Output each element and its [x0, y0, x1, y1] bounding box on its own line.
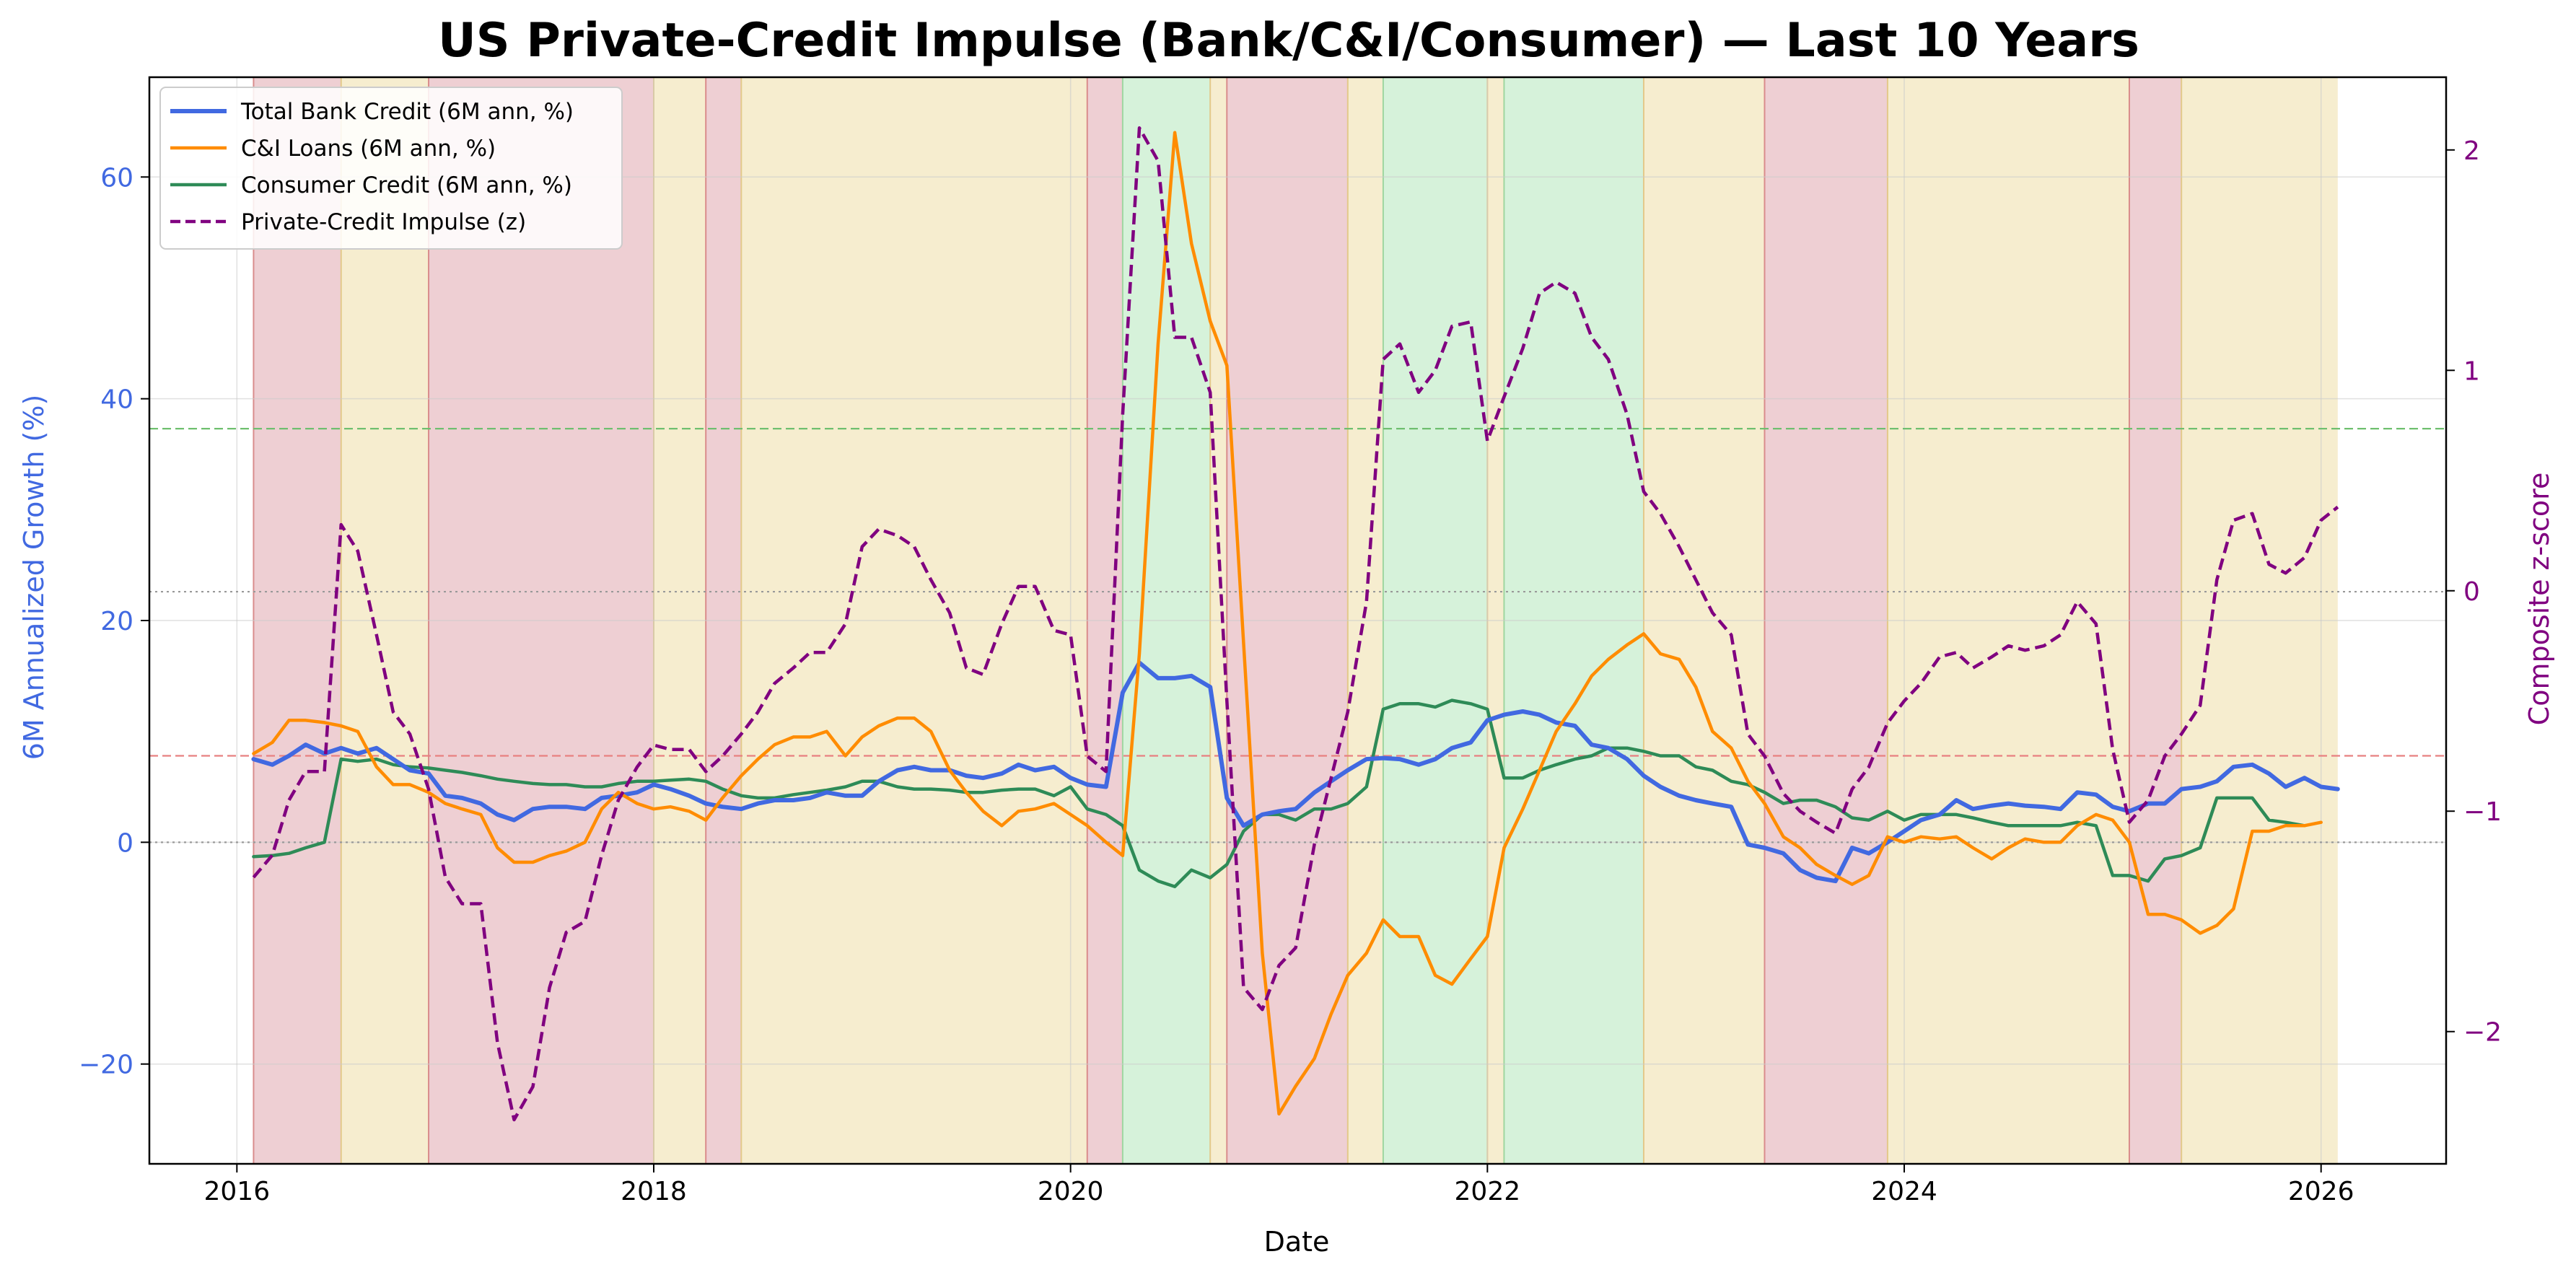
legend-label-ci: C&I Loans (6M ann, %) [241, 136, 496, 162]
axes: 2016 2018 2020 2022 2024 2026 −20 0 20 40 60 −2 −1 0 1… [79, 136, 2502, 1206]
x-tick-label: 2018 [621, 1177, 687, 1206]
legend-label-impulse: Private-Credit Impulse (z) [241, 209, 526, 235]
x-tick-label: 2026 [2288, 1177, 2354, 1206]
x-tick-label: 2024 [1871, 1177, 1937, 1206]
y-left-tick-label: 20 [100, 607, 133, 636]
series-line-impulse [252, 126, 2339, 1122]
series-line-ci [252, 131, 2323, 1116]
x-tick-label: 2022 [1455, 1177, 1521, 1206]
x-tick-label: 2016 [203, 1177, 270, 1206]
reference-lines [149, 428, 2446, 843]
y-left-tick-label: 0 [117, 828, 133, 858]
x-tick-label: 2020 [1038, 1177, 1104, 1206]
grid-lines [149, 77, 2446, 1164]
y-left-tick-label: 60 [100, 163, 133, 193]
y-right-tick-label: 2 [2463, 136, 2480, 166]
y-left-tick-label: −20 [79, 1051, 133, 1080]
series-line-consumer [252, 698, 2306, 889]
y-left-tick-label: 40 [100, 385, 133, 415]
y-right-tick-label: 1 [2463, 356, 2480, 386]
y-axis-left-label: 6M Annualized Growth (%) [18, 395, 50, 760]
legend-label-consumer: Consumer Credit (6M ann, %) [241, 172, 572, 198]
x-axis-label: Date [1264, 1226, 1330, 1258]
y-axis-right-label: Composite z-score [2523, 473, 2555, 726]
series-lines [251, 126, 2340, 1122]
legend-box [159, 87, 623, 250]
legend: Total Bank Credit (6M ann, %) C&I Loans (… [159, 87, 623, 250]
y-right-tick-label: 0 [2463, 577, 2480, 607]
y-right-tick-label: −1 [2463, 797, 2502, 827]
series-line-bank [251, 660, 2340, 884]
legend-label-bank: Total Bank Credit (6M ann, %) [240, 99, 574, 125]
y-right-tick-label: −2 [2463, 1018, 2502, 1048]
chart-title: US Private-Credit Impulse (Bank/C&I/Cons… [438, 14, 2139, 68]
